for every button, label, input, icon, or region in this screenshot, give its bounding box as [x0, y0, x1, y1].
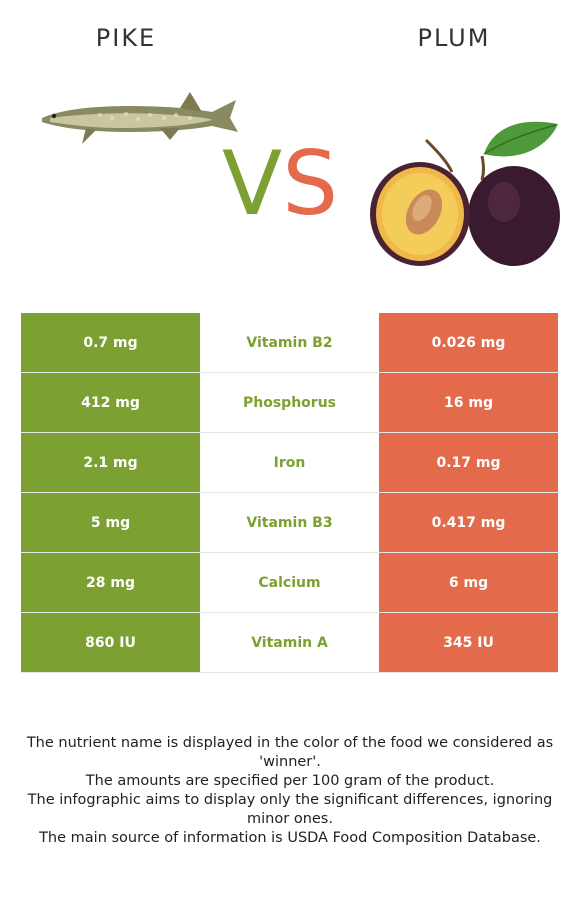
- left-value: 860 IU: [21, 612, 200, 673]
- plum-fruit-image: [370, 121, 560, 266]
- nutrient-name: Vitamin B3: [200, 492, 379, 553]
- table-row: 2.1 mg Iron 0.17 mg: [21, 432, 558, 493]
- food-title-left: PIKE: [95, 24, 157, 52]
- vs-label: VS: [222, 132, 339, 235]
- footnotes: The nutrient name is displayed in the co…: [14, 734, 566, 848]
- nutrient-name: Iron: [200, 432, 379, 493]
- table-row: 860 IU Vitamin A 345 IU: [21, 612, 558, 673]
- left-value: 5 mg: [21, 492, 200, 553]
- table-row: 28 mg Calcium 6 mg: [21, 552, 558, 613]
- nutrient-name: Vitamin A: [200, 612, 379, 673]
- left-value: 2.1 mg: [21, 432, 200, 493]
- note-data-source: The main source of information is USDA F…: [39, 830, 541, 846]
- table-row: 0.7 mg Vitamin B2 0.026 mg: [21, 313, 558, 373]
- nutrient-name: Phosphorus: [200, 372, 379, 433]
- note-per-100g: The amounts are specified per 100 gram o…: [85, 773, 495, 789]
- left-value: 412 mg: [21, 372, 200, 433]
- nutrient-comparison-table: 0.7 mg Vitamin B2 0.026 mg 412 mg Phosph…: [21, 313, 558, 673]
- table-row: 412 mg Phosphorus 16 mg: [21, 372, 558, 433]
- right-value: 6 mg: [379, 552, 558, 613]
- left-value: 0.7 mg: [21, 313, 200, 373]
- table-row: 5 mg Vitamin B3 0.417 mg: [21, 492, 558, 553]
- nutrient-name: Calcium: [200, 552, 379, 613]
- pike-fish-image: [42, 92, 238, 144]
- right-value: 0.026 mg: [379, 313, 558, 373]
- note-significant-differences: The infographic aims to display only the…: [27, 792, 553, 827]
- food-title-right: PLUM: [417, 24, 491, 52]
- right-value: 0.17 mg: [379, 432, 558, 493]
- note-winner-color: The nutrient name is displayed in the co…: [26, 735, 554, 770]
- left-value: 28 mg: [21, 552, 200, 613]
- right-value: 0.417 mg: [379, 492, 558, 553]
- right-value: 16 mg: [379, 372, 558, 433]
- nutrient-name: Vitamin B2: [200, 313, 379, 373]
- right-value: 345 IU: [379, 612, 558, 673]
